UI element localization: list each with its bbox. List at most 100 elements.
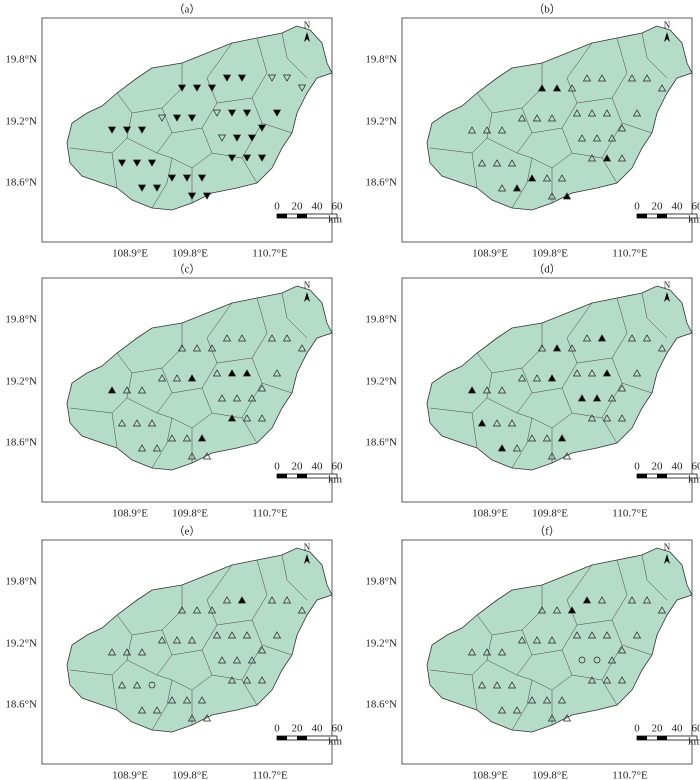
scale-label: 40 [312,723,324,735]
longitude-label: 110.7°E [612,770,648,780]
station-marker [627,596,637,604]
station-marker [182,434,192,442]
north-label: N [304,280,311,290]
station-marker [477,681,487,689]
station-marker [242,631,252,639]
station-marker [187,714,197,722]
station-marker [527,174,537,182]
panel-label: （a） [174,3,201,16]
scale-unit: km [688,214,700,226]
station-marker [562,714,572,722]
panel-label: （f） [534,525,560,538]
station-marker [657,344,667,352]
station-marker [267,74,277,82]
scale-label: 20 [652,723,664,735]
station-marker [148,681,156,689]
scale-unit: km [328,736,343,748]
station-marker [242,109,252,117]
station-marker [552,344,562,352]
latitude-label: 19.2°N [5,376,37,388]
north-label: N [664,20,671,30]
station-marker [282,334,292,342]
station-marker [187,636,197,644]
station-marker [247,394,257,402]
scale-label: 0 [634,201,640,213]
station-marker [602,414,612,422]
station-marker [192,606,202,614]
latitude-label: 18.6°N [5,437,37,449]
map-panel: （b） 19.8°N 19.2°N 18.6°N 108.9°E 109.8°E 110.7… [365,3,700,260]
station-marker [172,636,182,644]
station-marker [477,419,487,427]
station-marker [137,648,147,656]
station-marker [257,154,267,162]
station-marker [542,434,552,442]
station-marker [227,676,237,684]
longitude-label: 108.9°E [472,770,508,780]
station-marker [107,126,117,134]
scale-label: 60 [692,461,700,473]
station-marker [152,444,162,452]
scale-label: 60 [692,723,700,735]
station-marker [257,646,267,654]
station-marker [137,184,147,192]
station-marker [597,596,607,604]
station-marker [172,374,182,382]
station-marker [582,74,592,82]
station-marker [177,344,187,352]
station-marker [547,374,557,382]
station-marker [607,134,617,142]
station-marker [582,596,592,604]
scale-label: 20 [652,201,664,213]
scale-label: 60 [332,201,344,213]
station-marker [227,154,237,162]
station-marker [257,384,267,392]
station-marker [242,414,252,422]
scale-label: 40 [672,201,684,213]
station-marker [267,334,277,342]
station-marker [562,192,572,200]
station-marker [232,134,242,142]
station-marker [182,696,192,704]
longitude-label: 110.7°E [252,770,288,780]
station-marker [227,109,237,117]
station-marker [567,344,577,352]
longitude-label: 109.8°E [172,248,208,260]
station-marker [482,126,492,134]
station-marker [592,134,602,142]
station-marker [617,124,627,132]
station-marker [237,334,247,342]
panel-label: （c） [174,263,201,276]
station-marker [117,681,127,689]
scale-unit: km [328,474,343,486]
station-marker [167,174,177,182]
station-marker [492,681,502,689]
station-marker [547,452,557,460]
station-marker [187,192,197,200]
station-marker [617,676,627,684]
station-marker [272,109,282,117]
station-marker [232,394,242,402]
latitude-label: 19.2°N [365,638,397,650]
station-marker [567,606,577,614]
station-marker [532,114,542,122]
station-marker [197,696,207,704]
station-marker [217,134,227,142]
station-marker [107,648,117,656]
map-panel: （e） 19.8°N 19.2°N 18.6°N 108.9°E 109.8°E 110.7… [5,525,343,780]
station-marker [587,676,597,684]
station-marker [512,706,522,714]
longitude-label: 109.8°E [532,508,568,520]
station-marker [257,676,267,684]
longitude-label: 108.9°E [112,248,148,260]
scale-label: 20 [652,461,664,473]
latitude-label: 19.2°N [5,638,37,650]
longitude-label: 110.7°E [612,508,648,520]
station-marker [617,384,627,392]
latitude-label: 19.2°N [5,116,37,128]
station-marker [587,369,597,377]
longitude-label: 108.9°E [112,508,148,520]
station-marker [222,74,232,82]
station-marker [512,444,522,452]
